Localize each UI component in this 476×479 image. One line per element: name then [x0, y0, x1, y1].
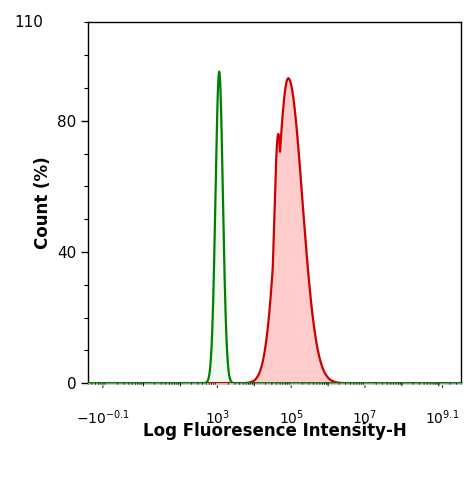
Text: $10^{3}$: $10^{3}$	[205, 408, 230, 427]
Text: $-10^{-0.1}$: $-10^{-0.1}$	[76, 408, 130, 427]
Text: $10^{9.1}$: $10^{9.1}$	[426, 408, 460, 427]
Text: $10^{5}$: $10^{5}$	[278, 408, 304, 427]
Text: 110: 110	[15, 15, 43, 30]
Y-axis label: Count (%): Count (%)	[33, 157, 51, 249]
Text: $10^{7}$: $10^{7}$	[352, 408, 377, 427]
X-axis label: Log Fluoresence Intensity-H: Log Fluoresence Intensity-H	[143, 422, 407, 440]
